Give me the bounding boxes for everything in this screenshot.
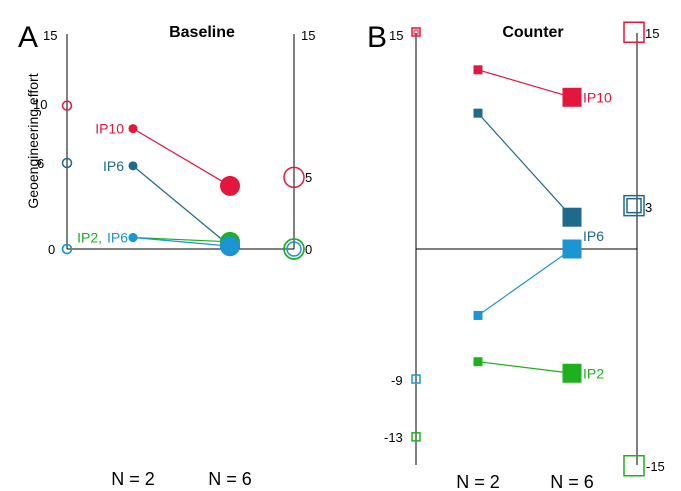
y-tick-left-6: 6 [37, 156, 44, 171]
point-ip10-0 [411, 27, 421, 37]
y-tick-right-minus15: -15 [646, 459, 665, 474]
y-tick-right-15: 15 [301, 28, 315, 43]
y-tick-left-minus13: -13 [384, 430, 403, 445]
y-tick-left-0: 0 [48, 242, 55, 257]
point-ip6-2 [562, 207, 582, 227]
point-label-ip2: IP2 [583, 365, 604, 381]
point-ip6-2 [220, 236, 240, 257]
point-ip2-3 [623, 455, 645, 477]
series-line-ip2 [477, 361, 573, 374]
series-line-ip2 [132, 236, 231, 243]
series-line-ip10 [132, 128, 231, 187]
x-label-a-n6: N = 6 [208, 469, 252, 489]
series-line-ip10 [477, 69, 573, 98]
series-line-ip6 [477, 248, 573, 316]
point-label-ip6: IP6 [103, 158, 124, 174]
panel-a-letter: A [18, 21, 38, 54]
point-ip6-3 [623, 194, 645, 217]
point-ip10-1 [473, 65, 483, 75]
point-ip6-1 [473, 108, 483, 118]
point-ip10-2 [562, 87, 582, 107]
x-label-a-n2: N = 2 [111, 469, 155, 489]
y-tick-right-3: 3 [645, 200, 652, 215]
point-ip10-3 [623, 21, 645, 43]
point-ip6-right-inner [626, 197, 642, 214]
series-line-ip6 [477, 112, 573, 218]
point-ip6-0 [61, 243, 73, 255]
panel-a: A Baseline Geoengineering effort IP10 IP6… [18, 21, 315, 260]
y-axis-label: Geoengineering effort [25, 73, 41, 208]
y-tick-left-minus9: -9 [391, 373, 403, 388]
panel-b-letter: B [367, 21, 387, 54]
point-ip2-0 [411, 432, 421, 442]
point-ip10-1 [128, 124, 138, 134]
point-ip6-1 [128, 233, 138, 243]
y-tick-left-15: 15 [43, 28, 57, 43]
series-line-ip6 [132, 165, 231, 247]
point-label-ip10: IP10 [583, 89, 612, 105]
point-label-ip10: IP10 [95, 121, 124, 137]
point-ip6-2 [562, 239, 582, 259]
point-ip6-3 [286, 241, 302, 257]
panel-b: B Counter IP10 IP6 IP2 15 -9 -13 15 3 -15 [367, 21, 665, 477]
point-label-ip6-teal: IP6 [107, 230, 128, 246]
panel-a-title: Baseline [169, 24, 235, 41]
point-label-ip6: IP6 [583, 228, 604, 244]
point-ip2-2 [562, 363, 582, 383]
point-ip6-1 [473, 310, 483, 320]
point-ip2-3 [283, 238, 305, 260]
point-label-ip2: IP2, [77, 230, 102, 246]
point-ip6-1 [128, 161, 138, 171]
y-tick-left-10: 10 [33, 97, 47, 112]
point-ip2-1 [473, 357, 483, 367]
point-ip10-2 [220, 175, 240, 196]
series-line-ip6 [132, 236, 231, 247]
panel-b-title: Counter [502, 24, 563, 41]
point-ip10-3 [283, 166, 305, 189]
y-tick-left-15: 15 [389, 28, 403, 43]
point-ip6-0 [61, 157, 73, 169]
y-tick-right-15: 15 [645, 26, 659, 41]
x-label-b-n2: N = 2 [456, 472, 500, 491]
point-ip6-0 [411, 374, 421, 384]
y-tick-right-0: 0 [305, 242, 312, 257]
x-label-b-n6: N = 6 [550, 472, 594, 491]
point-ip10-left-inner [413, 29, 419, 35]
y-tick-right-5: 5 [305, 170, 312, 185]
point-ip10-0 [61, 100, 73, 111]
